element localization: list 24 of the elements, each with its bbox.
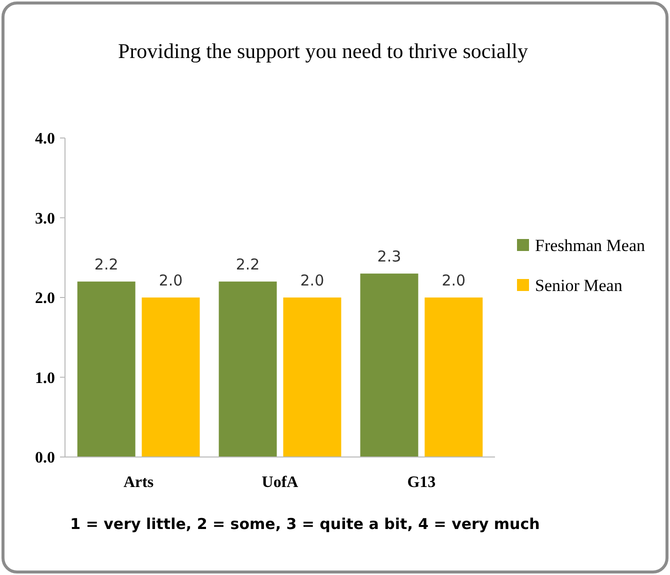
- y-tick-label: 0.0: [35, 450, 55, 467]
- data-label: 2.0: [300, 272, 324, 290]
- data-label: 2.3: [377, 248, 402, 266]
- y-tick-label: 4.0: [35, 130, 55, 148]
- bar: [77, 282, 136, 457]
- data-label: 2.2: [94, 256, 118, 274]
- data-label: 2.2: [236, 256, 260, 274]
- bar: [360, 274, 418, 457]
- data-label: 2.0: [158, 272, 183, 290]
- text: 1 = very little, 2 = some, 3 = quite a bit, 4 = very much: [70, 515, 540, 533]
- bar: [283, 298, 342, 457]
- bar: [142, 298, 200, 457]
- x-tick-label: Arts: [123, 474, 154, 491]
- y-tick-label: 3.0: [35, 210, 55, 228]
- x-tick-label: UofA: [262, 474, 299, 491]
- bar: [218, 282, 277, 457]
- y-tick-label: 1.0: [35, 370, 55, 387]
- chart-title: Providing the support you need to thrive socially: [118, 39, 529, 63]
- legend-label: Senior Mean: [535, 276, 623, 295]
- bar: [424, 298, 483, 457]
- x-tick-label: G13: [407, 474, 436, 491]
- data-label: 2.0: [442, 272, 466, 290]
- y-tick-label: 2.0: [35, 290, 55, 308]
- legend-label: Freshman Mean: [535, 236, 646, 255]
